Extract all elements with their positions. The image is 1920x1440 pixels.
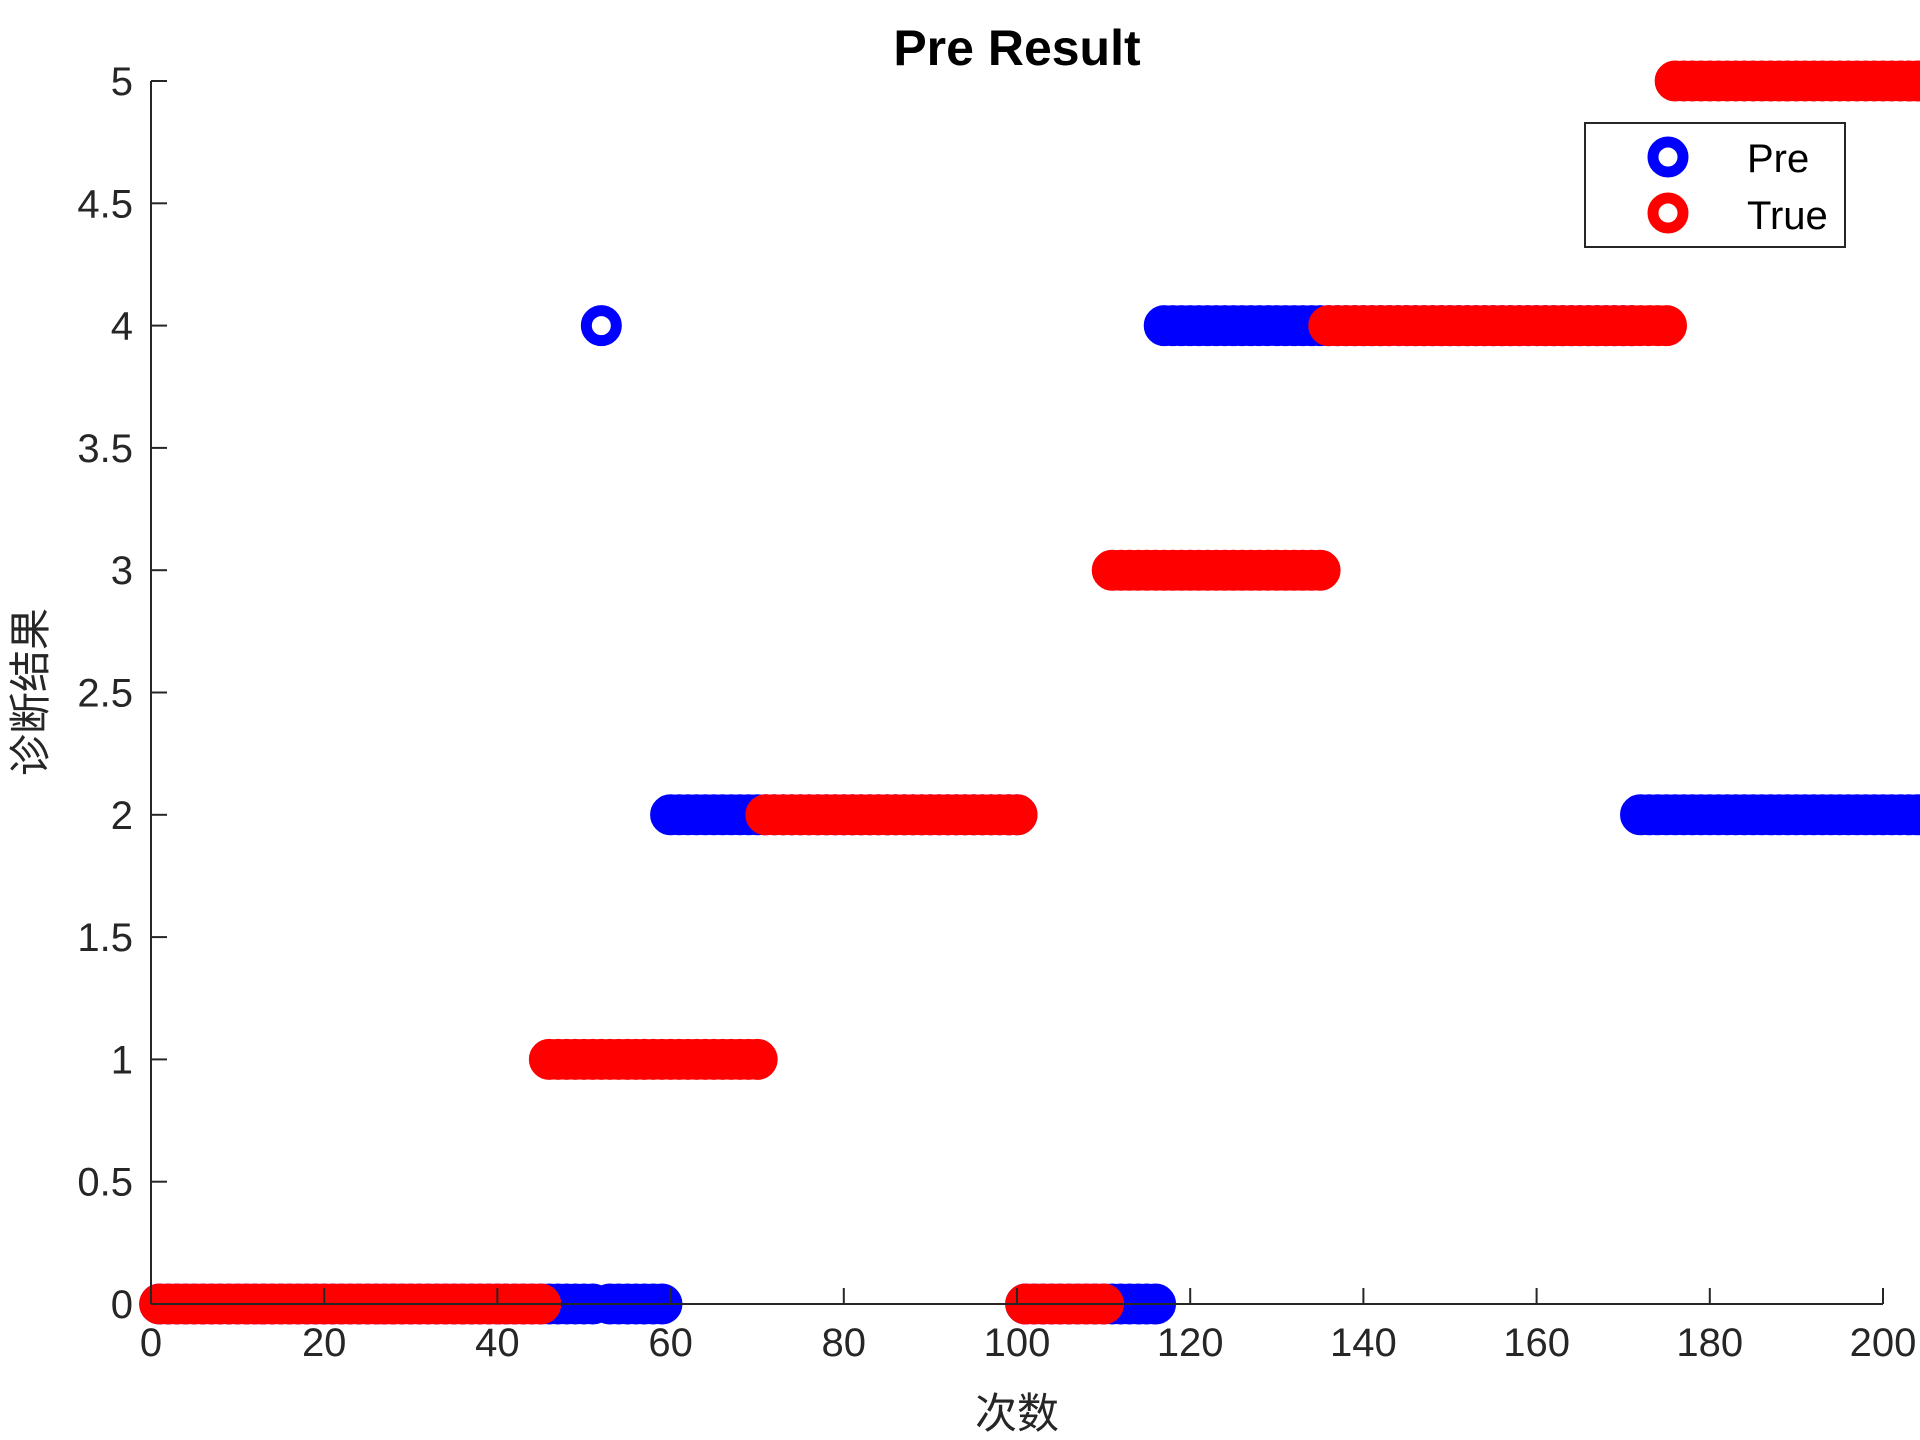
y-tick-label: 3 (111, 549, 133, 593)
data-markers (139, 60, 1920, 1325)
x-tick-label: 200 (1850, 1321, 1917, 1365)
x-tick-label: 180 (1676, 1321, 1743, 1365)
data-point-true (1646, 305, 1687, 347)
x-tick-label: 160 (1503, 1321, 1570, 1365)
legend-label-true: True (1747, 194, 1828, 238)
series-true (139, 60, 1920, 1325)
x-ticks: 0 20 40 60 80 100 120 140 160 180 200 (140, 1288, 1917, 1365)
y-tick-label: 1 (111, 1038, 133, 1082)
y-tick-label: 4.5 (77, 182, 133, 226)
y-tick-label: 3.5 (77, 427, 133, 471)
data-point-true (1299, 549, 1341, 591)
data-point-true (736, 1038, 778, 1080)
legend-box (1584, 122, 1846, 248)
legend-label-pre: Pre (1747, 137, 1809, 181)
chart-title: Pre Result (893, 20, 1141, 76)
x-tick-label: 60 (648, 1321, 693, 1365)
x-tick-label: 140 (1330, 1321, 1397, 1365)
x-tick-label: 120 (1157, 1321, 1224, 1365)
x-tick-label: 20 (302, 1321, 347, 1365)
y-tick-label: 0.5 (77, 1161, 133, 1205)
legend: Pre True (1584, 122, 1846, 248)
x-tick-label: 40 (475, 1321, 520, 1365)
y-axis-title: 诊断结果 (6, 608, 55, 776)
y-tick-label: 5 (111, 60, 133, 104)
y-tick-label: 4 (111, 305, 133, 349)
axes (150, 81, 1883, 1305)
y-ticks: 0 0.5 1 1.5 2 2.5 3 3.5 4 4.5 5 (77, 60, 167, 1327)
x-axis-title: 次数 (975, 1389, 1059, 1438)
x-tick-label: 0 (140, 1321, 162, 1365)
data-point-pre (1905, 795, 1920, 835)
y-tick-label: 2 (111, 794, 133, 838)
data-point-pre (580, 305, 622, 347)
legend-marker-pre (1647, 136, 1689, 178)
y-tick-label: 0 (111, 1283, 133, 1327)
x-tick-label: 80 (822, 1321, 867, 1365)
y-tick-label: 1.5 (77, 916, 133, 960)
data-point-true (1905, 61, 1920, 101)
x-tick-label: 100 (984, 1321, 1051, 1365)
data-point-true (996, 794, 1038, 836)
y-tick-label: 2.5 (77, 672, 133, 716)
legend-marker-true (1647, 192, 1689, 234)
